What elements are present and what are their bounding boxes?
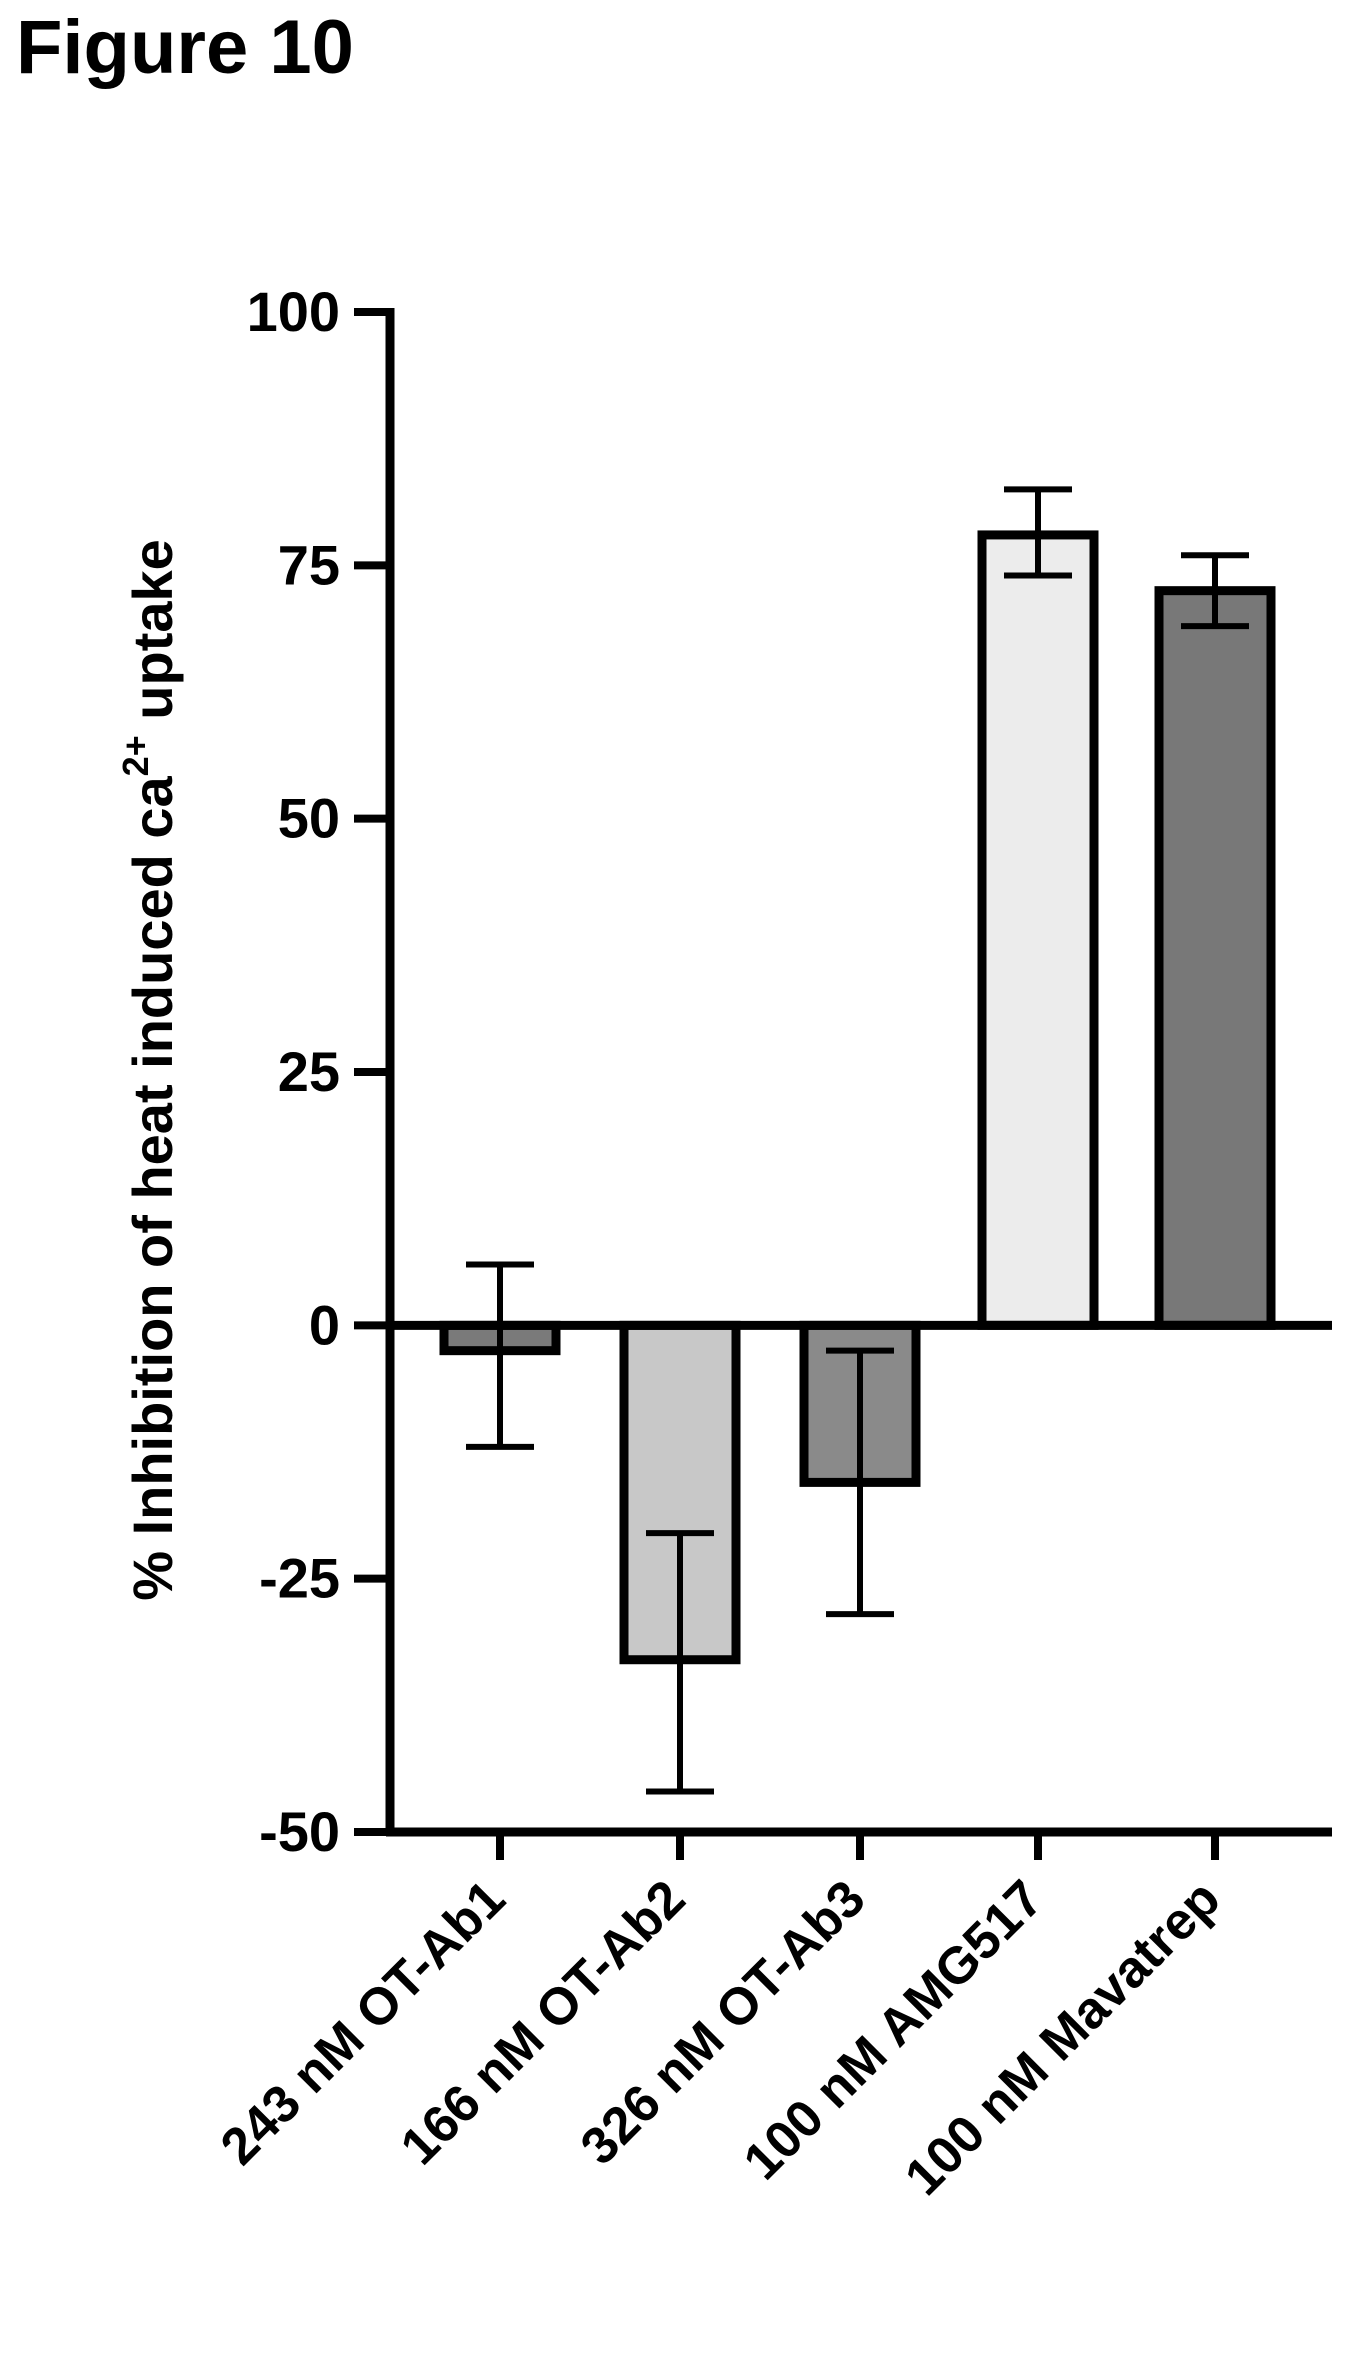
y-tick-label-3: 50 xyxy=(278,787,340,850)
y-tick-label-4: 25 xyxy=(278,1040,340,1103)
error-bars-layer xyxy=(466,486,1249,1795)
bar-5 xyxy=(1154,586,1276,1330)
y-axis-title: % Inhibition of heat induced ca2+ uptake xyxy=(115,539,184,1601)
category-label-4: 100 nM AMG517 xyxy=(733,1869,1055,2191)
y-ticks-layer: 100 75 50 25 0 -25 -50 xyxy=(247,280,390,1863)
figure-label: Figure 10 xyxy=(16,5,354,90)
y-axis-title-suffix: uptake xyxy=(121,539,184,735)
y-axis-title-superscript: 2+ xyxy=(115,735,156,776)
y-tick-label-7: -50 xyxy=(259,1800,340,1863)
y-tick-label-2: 75 xyxy=(278,533,340,596)
y-tick-label-6: -25 xyxy=(259,1547,340,1610)
y-tick-label-1: 100 xyxy=(247,280,340,343)
y-axis-title-main: % Inhibition of heat induced ca xyxy=(121,775,184,1600)
bar-4 xyxy=(977,530,1099,1330)
y-tick-label-5: 0 xyxy=(309,1293,340,1356)
category-label-5: 100 nM Mavatrep xyxy=(894,1869,1231,2206)
